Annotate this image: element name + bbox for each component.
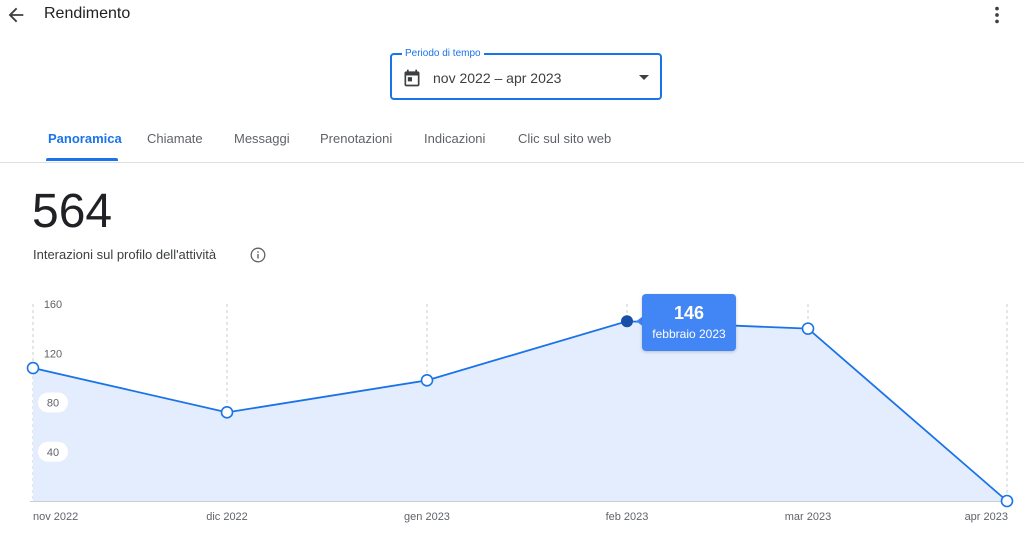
active-tab-indicator [46, 158, 118, 161]
period-select-label: Periodo di tempo [402, 47, 484, 60]
info-icon[interactable] [250, 247, 266, 263]
interactions-chart: 160 120 80 40 nov 2022 dic 2022 gen 2023 feb 2… [26, 294, 1014, 523]
tab-prenotazioni[interactable]: Prenotazioni [320, 131, 393, 146]
tab-panoramica[interactable]: Panoramica [48, 131, 122, 146]
chart-tooltip: 146 febbraio 2023 [642, 294, 736, 351]
data-point [26, 361, 40, 375]
y-tick-bg [38, 441, 68, 462]
back-arrow-icon[interactable] [5, 4, 27, 26]
calendar-icon [404, 69, 420, 87]
tooltip-value: 146 [673, 303, 705, 323]
x-tick-label: gen 2023 [404, 511, 450, 523]
series-area [33, 321, 1007, 501]
top-bar: Rendimento [0, 0, 1024, 32]
tab-messaggi[interactable]: Messaggi [234, 131, 290, 146]
tab-bar: Panoramica Chiamate Messaggi Prenotazion… [0, 120, 1024, 163]
more-options-icon[interactable] [986, 4, 1008, 26]
data-point [801, 322, 815, 335]
data-point [220, 406, 234, 419]
y-tick-bg [38, 343, 68, 364]
tooltip-label: febbraio 2023 [652, 327, 726, 341]
metric-total: 564 [32, 185, 113, 238]
tooltip-pointer [636, 316, 643, 327]
tab-clic-sito-web[interactable]: Clic sul sito web [518, 131, 612, 146]
dropdown-caret-icon [639, 75, 649, 80]
data-point [1000, 494, 1014, 508]
data-point-highlighted [621, 315, 633, 328]
y-tick-label: 160 [44, 299, 62, 311]
x-tick-label: feb 2023 [606, 511, 649, 523]
data-point [420, 374, 434, 387]
series-points [26, 315, 1014, 508]
x-axis-ticks: nov 2022 dic 2022 gen 2023 feb 2023 mar 2023… [33, 511, 1008, 523]
period-select[interactable]: Periodo di tempo nov 2022 – apr 2023 [390, 47, 662, 100]
series-line [32, 320, 1008, 502]
tab-indicazioni[interactable]: Indicazioni [424, 131, 486, 146]
y-tick-label: 120 [44, 348, 62, 360]
period-select-value: nov 2022 – apr 2023 [433, 70, 562, 86]
x-tick-label: mar 2023 [785, 511, 831, 523]
x-tick-label: apr 2023 [965, 511, 1008, 523]
metric-label: Interazioni sul profilo dell'attività [33, 247, 217, 262]
y-tick-bg [38, 392, 68, 413]
y-axis-ticks: 160 120 80 40 [38, 294, 68, 462]
x-tick-label: dic 2022 [206, 511, 248, 523]
x-tick-label: nov 2022 [33, 511, 78, 523]
tab-chiamate[interactable]: Chiamate [147, 131, 203, 146]
y-tick-bg [38, 294, 68, 314]
y-tick-label: 80 [47, 398, 59, 410]
page-title: Rendimento [44, 5, 131, 22]
y-tick-label: 40 [47, 447, 59, 459]
